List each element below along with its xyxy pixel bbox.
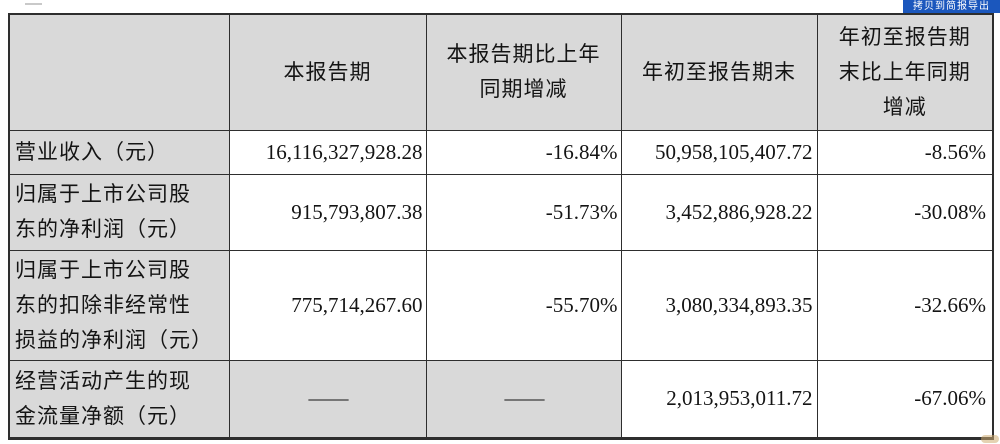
- value-cell: -32.66%: [816, 249, 994, 361]
- value-cell: -30.08%: [816, 173, 994, 251]
- value-cell: 775,714,267.60: [228, 249, 427, 361]
- value-cell: -67.06%: [816, 359, 994, 440]
- value-cell: 2,013,953,011.72: [620, 359, 818, 440]
- row-label: 营业收入（元）: [8, 129, 230, 175]
- value-cell: 3,080,334,893.35: [620, 249, 818, 361]
- na-dash-cell: ——: [228, 359, 427, 440]
- header-current-period-change: 本报告期比上年 同期增减: [425, 13, 622, 131]
- cutoff-ui-dash: [25, 3, 42, 5]
- value-cell: 3,452,886,928.22: [620, 173, 818, 251]
- header-ytd-change: 年初至报告期 末比上年同期 增减: [816, 13, 994, 131]
- table-row-net-profit-excl-nonrecurring: 归属于上市公司股 东的扣除非经常性 损益的净利润（元） 775,714,267.…: [8, 249, 994, 361]
- table-row-net-profit: 归属于上市公司股 东的净利润（元） 915,793,807.38 -51.73%…: [8, 173, 994, 251]
- financial-summary-table: 本报告期 本报告期比上年 同期增减 年初至报告期末 年初至报告期 末比上年同期 …: [8, 13, 994, 440]
- value-cell: 50,958,105,407.72: [620, 129, 818, 175]
- row-label: 经营活动产生的现 金流量净额（元）: [8, 359, 230, 440]
- header-current-period: 本报告期: [228, 13, 427, 131]
- export-to-briefing-button[interactable]: 拷贝到简报导出: [903, 0, 1000, 13]
- na-dash-cell: ——: [425, 359, 622, 440]
- table-row-operating-cash-flow: 经营活动产生的现 金流量净额（元） —— —— 2,013,953,011.72…: [8, 359, 994, 440]
- header-ytd: 年初至报告期末: [620, 13, 818, 131]
- value-cell: 915,793,807.38: [228, 173, 427, 251]
- value-cell: -16.84%: [425, 129, 622, 175]
- value-cell: -55.70%: [425, 249, 622, 361]
- row-label: 归属于上市公司股 东的扣除非经常性 损益的净利润（元）: [8, 249, 230, 361]
- value-cell: -8.56%: [816, 129, 994, 175]
- table-row-revenue: 营业收入（元） 16,116,327,928.28 -16.84% 50,958…: [8, 129, 994, 175]
- value-cell: -51.73%: [425, 173, 622, 251]
- value-cell: 16,116,327,928.28: [228, 129, 427, 175]
- row-label: 归属于上市公司股 东的净利润（元）: [8, 173, 230, 251]
- header-corner-cell: [8, 13, 230, 131]
- table-header-row: 本报告期 本报告期比上年 同期增减 年初至报告期末 年初至报告期 末比上年同期 …: [8, 13, 994, 131]
- cursor-highlight-smudge: [981, 435, 999, 443]
